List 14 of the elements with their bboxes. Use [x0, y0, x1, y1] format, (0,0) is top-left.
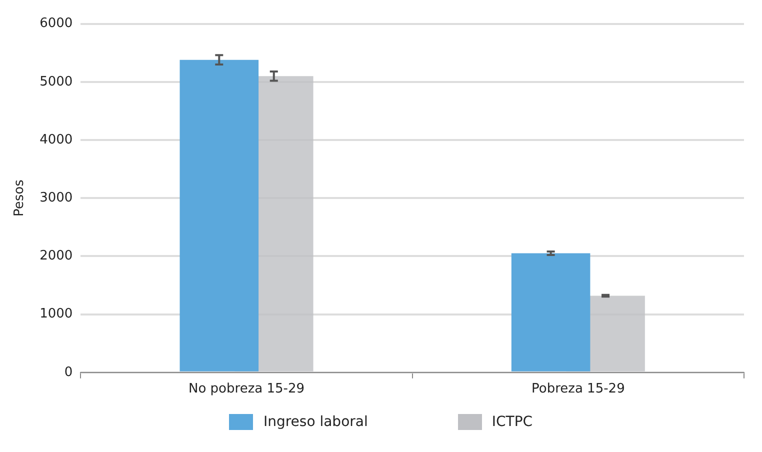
y-tick-label: 0: [64, 364, 73, 380]
legend-label: Ingreso laboral: [263, 414, 368, 430]
y-tick-label: 2000: [40, 248, 73, 264]
x-tick-label: Pobreza 15-29: [532, 382, 625, 397]
y-tick-label: 1000: [40, 306, 73, 322]
y-axis-title: Pesos: [12, 179, 28, 217]
y-tick-label: 3000: [40, 190, 73, 206]
bar: [180, 60, 259, 372]
legend-label: ICTPC: [492, 414, 533, 430]
y-tick-label: 6000: [40, 16, 73, 32]
bar: [511, 253, 590, 372]
y-tick-label: 4000: [40, 132, 73, 148]
y-tick-label: 5000: [40, 74, 73, 90]
x-tick-label: No pobreza 15-29: [188, 382, 305, 397]
